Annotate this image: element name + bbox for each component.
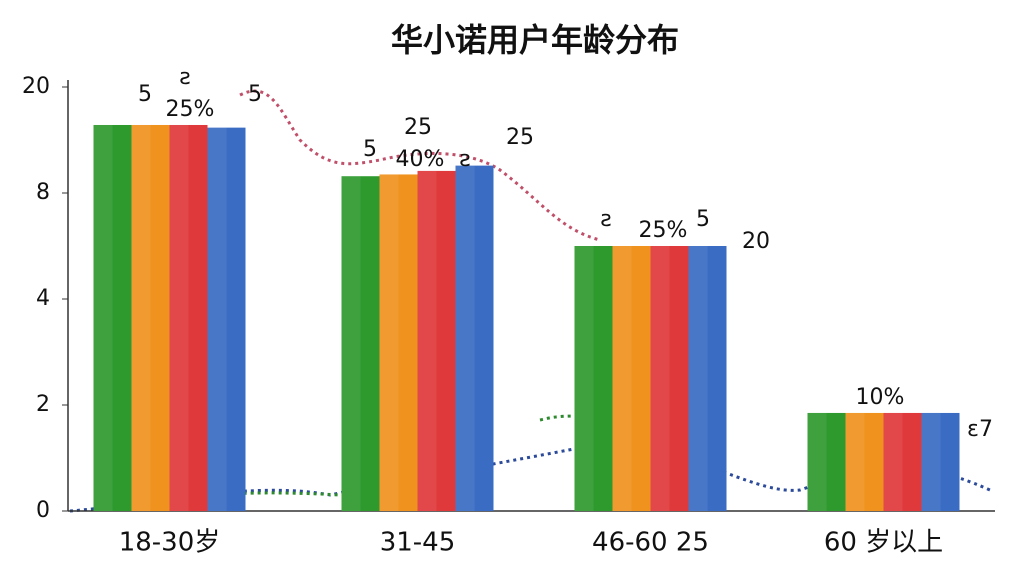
bar-sheen xyxy=(845,412,865,511)
bar xyxy=(650,246,689,511)
bar xyxy=(921,412,960,511)
bar xyxy=(612,246,651,511)
bar-sheen xyxy=(417,170,437,511)
annotation: ƨ xyxy=(179,65,190,90)
bar-sheen xyxy=(574,246,594,511)
x-tick-label: 31-45 xyxy=(380,528,456,558)
annotation: 5 xyxy=(248,82,262,107)
y-tick-label: 0 xyxy=(36,498,50,523)
bar xyxy=(379,174,418,511)
bar xyxy=(455,165,494,511)
x-tick-label: 60 岁以上 xyxy=(824,528,943,558)
bar-sheen xyxy=(207,127,227,511)
x-tick-label: 46-60 25 xyxy=(592,528,709,558)
annotation: 20 xyxy=(742,229,770,254)
bar-sheen xyxy=(341,176,361,511)
bar-sheen xyxy=(807,412,827,511)
annotation: 25 xyxy=(404,115,432,140)
bar xyxy=(417,170,456,511)
bar-sheen xyxy=(688,246,708,511)
bar xyxy=(807,412,846,511)
bar-sheen xyxy=(455,165,475,511)
bar-sheen xyxy=(169,124,189,511)
bar xyxy=(688,246,727,511)
chart-title: 华小诺用户年龄分布 xyxy=(391,21,679,59)
annotation: 10% xyxy=(856,385,905,410)
annotation: 5 xyxy=(363,137,377,162)
annotation: ƨ xyxy=(600,207,611,232)
bar xyxy=(207,127,246,511)
y-tick-label: 4 xyxy=(36,286,50,311)
bar-sheen xyxy=(612,246,632,511)
annotation: 5 xyxy=(138,82,152,107)
bar-sheen xyxy=(883,412,903,511)
y-tick-label: 2 xyxy=(36,392,50,417)
annotation: 25 xyxy=(506,125,534,150)
bar-sheen xyxy=(93,124,113,511)
bar-sheen xyxy=(379,174,399,511)
bar xyxy=(93,124,132,511)
annotation: 5 xyxy=(696,207,710,232)
bar xyxy=(131,124,170,511)
annotation: 25% xyxy=(166,97,215,122)
annotation: ƨ xyxy=(459,147,470,172)
bar xyxy=(574,246,613,511)
y-tick-label: 20 xyxy=(22,74,50,99)
y-tick-label: 8 xyxy=(36,180,50,205)
x-tick-label: 18-30岁 xyxy=(119,528,221,558)
bar xyxy=(341,176,380,511)
bar xyxy=(169,124,208,511)
annotation: ɛ7 xyxy=(967,417,993,442)
bar-sheen xyxy=(921,412,941,511)
annotation: 25% xyxy=(639,218,688,243)
bar xyxy=(883,412,922,511)
bar-sheen xyxy=(650,246,670,511)
bar xyxy=(845,412,884,511)
annotation: 40% xyxy=(396,147,445,172)
bar-sheen xyxy=(131,124,151,511)
